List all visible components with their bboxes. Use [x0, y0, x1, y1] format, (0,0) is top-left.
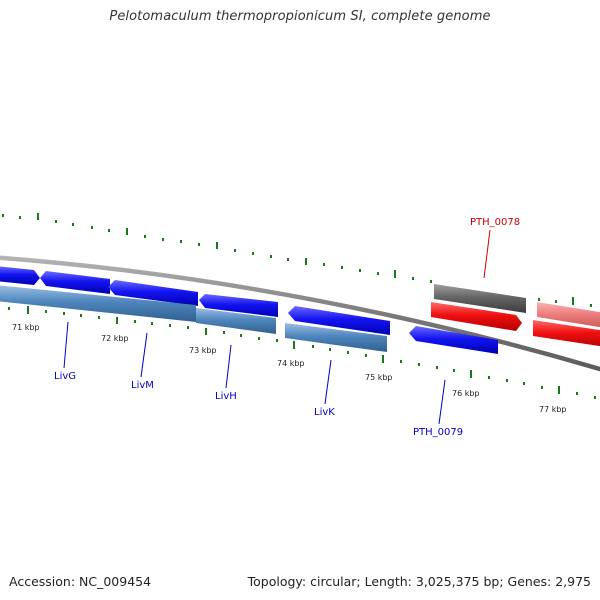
- leader-line: [324, 359, 332, 405]
- gene-arrow[interactable]: [108, 280, 198, 306]
- scale-label: 72 kbp: [101, 334, 129, 343]
- gene-block[interactable]: [0, 285, 196, 322]
- gene-arrow[interactable]: [288, 306, 390, 335]
- scale-labels: 71 kbp 72 kbp 73 kbp 74 kbp 75 kbp 76 kb…: [12, 323, 567, 414]
- accession-text: Accession: NC_009454: [9, 574, 152, 589]
- gene-label-pth-0079[interactable]: PTH_0079: [413, 427, 463, 438]
- scale-label: 75 kbp: [365, 373, 393, 382]
- forward-strand-genes: [0, 266, 600, 354]
- scale-label: 77 kbp: [539, 405, 567, 414]
- gene-arrow[interactable]: [409, 326, 498, 354]
- gene-arrow[interactable]: [0, 266, 40, 285]
- gene-label-livk[interactable]: LivK: [314, 407, 335, 418]
- gene-label-pth-0078[interactable]: PTH_0078: [470, 217, 520, 228]
- gene-block[interactable]: [537, 302, 600, 329]
- genome-backbone: [0, 255, 600, 372]
- scale-label: 74 kbp: [277, 359, 305, 368]
- gene-arrow[interactable]: [533, 320, 600, 348]
- leader-line: [140, 332, 148, 378]
- leader-line: [225, 344, 232, 389]
- gene-arrow[interactable]: [40, 271, 110, 294]
- scale-label: 76 kbp: [452, 389, 480, 398]
- gene-row-2: [0, 284, 600, 352]
- gene-block[interactable]: [434, 284, 526, 313]
- gene-block[interactable]: [285, 323, 387, 352]
- leader-line: [438, 379, 446, 425]
- map-title: Pelotomaculum thermopropionicum SI, comp…: [109, 9, 491, 24]
- inner-tick-row: [8, 306, 596, 399]
- gene-label-livh[interactable]: LivH: [215, 391, 237, 402]
- leader-line: [63, 321, 69, 369]
- scale-label: 71 kbp: [12, 323, 40, 332]
- gene-label-livg[interactable]: LivG: [54, 371, 76, 382]
- gene-arrow[interactable]: [199, 294, 278, 317]
- outer-tick-row: [2, 213, 592, 307]
- gene-label-leaders: [63, 229, 491, 425]
- gene-block[interactable]: [196, 308, 276, 334]
- gene-arrow-PTH_0078[interactable]: [431, 302, 522, 331]
- scale-label: 73 kbp: [189, 346, 217, 355]
- leader-line: [483, 229, 491, 279]
- gene-label-livm[interactable]: LivM: [131, 380, 154, 391]
- gene-labels: LivG LivM LivH LivK PTH_0079 PTH_0078: [54, 217, 520, 438]
- genome-summary-text: Topology: circular; Length: 3,025,375 bp…: [247, 574, 591, 589]
